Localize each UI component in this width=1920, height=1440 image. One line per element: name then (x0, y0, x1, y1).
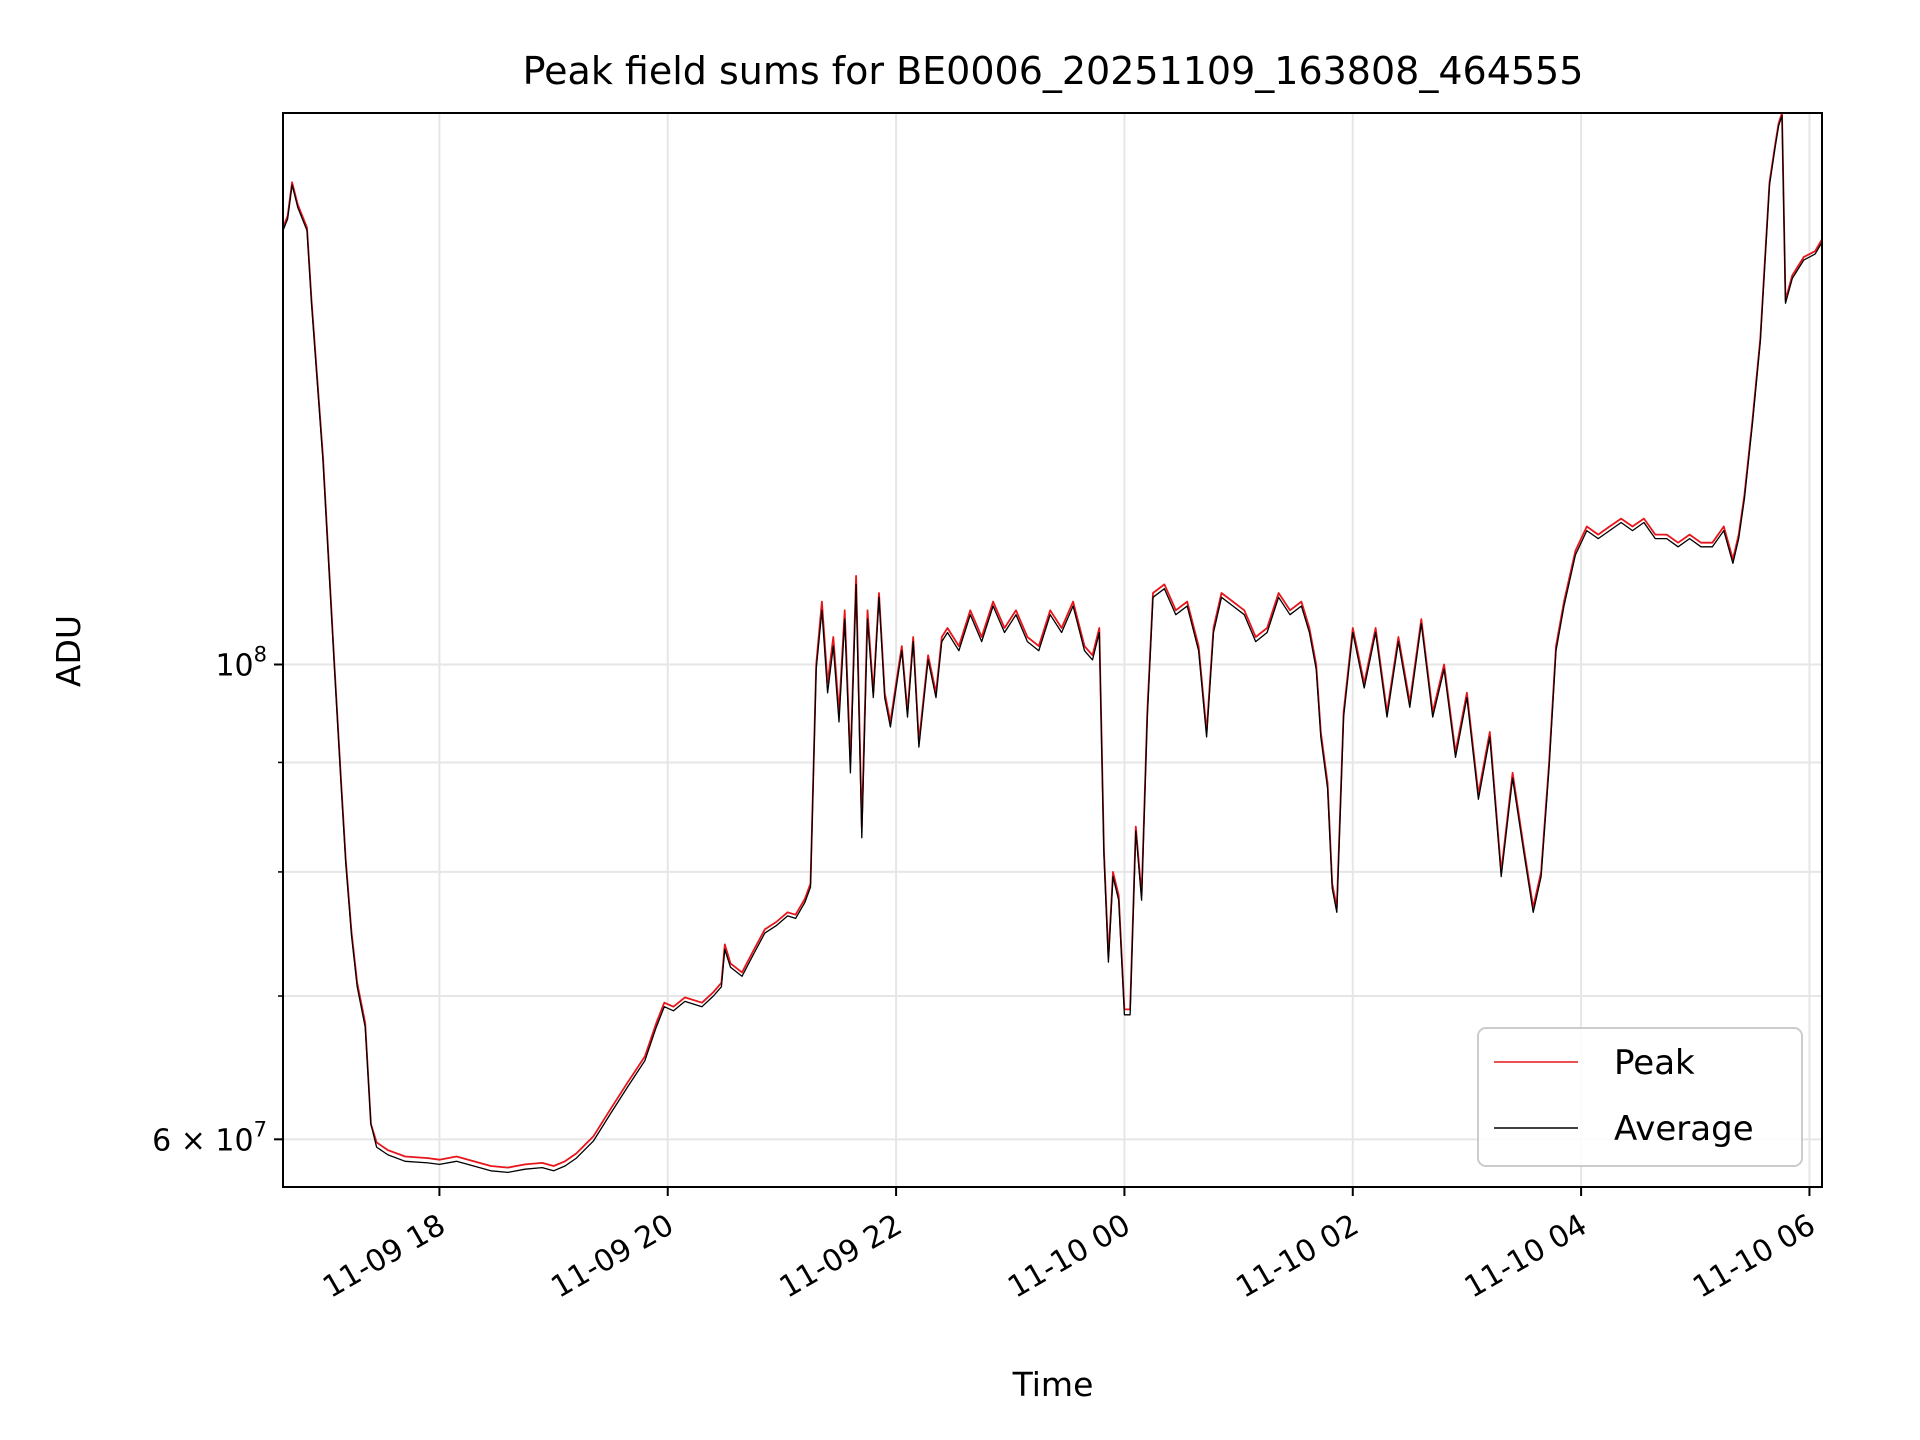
y-axis: 108 6 × 107 (152, 643, 283, 1158)
legend-peak-label: Peak (1614, 1043, 1695, 1083)
y-axis-label: ADU (49, 615, 88, 687)
plot-area-frame (282, 112, 1823, 1188)
legend: Peak Average (1477, 1027, 1803, 1167)
y-tick-label: 6 × 107 (152, 1117, 267, 1158)
x-axis-label: Time (1012, 1365, 1094, 1404)
grid (283, 113, 1822, 1187)
chart-title: Peak field sums for BE0006_20251109_1638… (523, 49, 1584, 93)
legend-average-label: Average (1614, 1109, 1754, 1149)
series-layer (283, 113, 1822, 1174)
series-line-average (283, 114, 1822, 1174)
y-tick-label: 108 (215, 643, 267, 684)
series-line-peak (283, 113, 1822, 1169)
